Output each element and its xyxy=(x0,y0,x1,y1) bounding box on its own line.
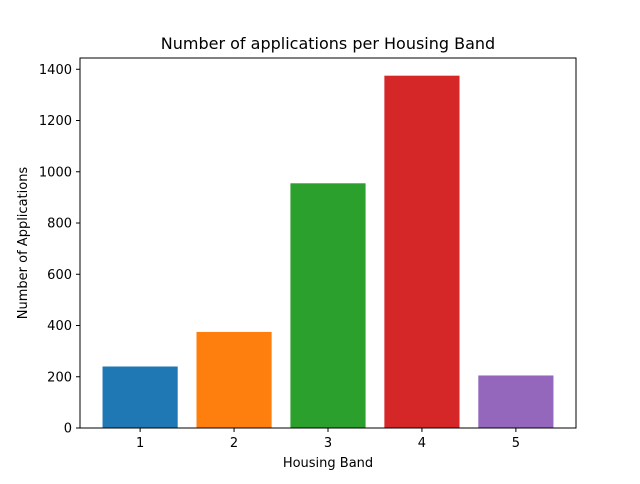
y-tick-label: 1400 xyxy=(39,63,72,78)
plot-frame xyxy=(79,57,577,429)
x-tick-label: 3 xyxy=(324,436,332,451)
x-tick-label: 2 xyxy=(230,436,238,451)
bar-1 xyxy=(102,366,178,428)
x-tick-label: 5 xyxy=(512,436,520,451)
bar-5 xyxy=(478,375,554,428)
x-axis-title: Housing Band xyxy=(283,456,373,471)
y-tick-label: 400 xyxy=(47,319,72,334)
y-tick-label: 1000 xyxy=(39,165,72,180)
bar-4 xyxy=(384,75,460,428)
bar-3 xyxy=(290,183,366,428)
y-tick-label: 0 xyxy=(64,422,72,437)
x-tick-label: 4 xyxy=(418,436,426,451)
bars-group xyxy=(102,75,554,428)
x-axis-ticks: 1 2 3 4 5 xyxy=(136,428,520,451)
chart-title: Number of applications per Housing Band xyxy=(161,34,495,53)
y-axis-title: Number of Applications xyxy=(16,167,31,320)
y-axis-ticks: 0 200 400 600 800 1000 1200 1400 xyxy=(39,63,80,437)
bar-2 xyxy=(196,331,272,428)
y-tick-label: 800 xyxy=(47,217,72,232)
y-tick-label: 1200 xyxy=(39,114,72,129)
y-tick-label: 200 xyxy=(47,370,72,385)
x-tick-label: 1 xyxy=(136,436,144,451)
y-tick-label: 600 xyxy=(47,268,72,283)
